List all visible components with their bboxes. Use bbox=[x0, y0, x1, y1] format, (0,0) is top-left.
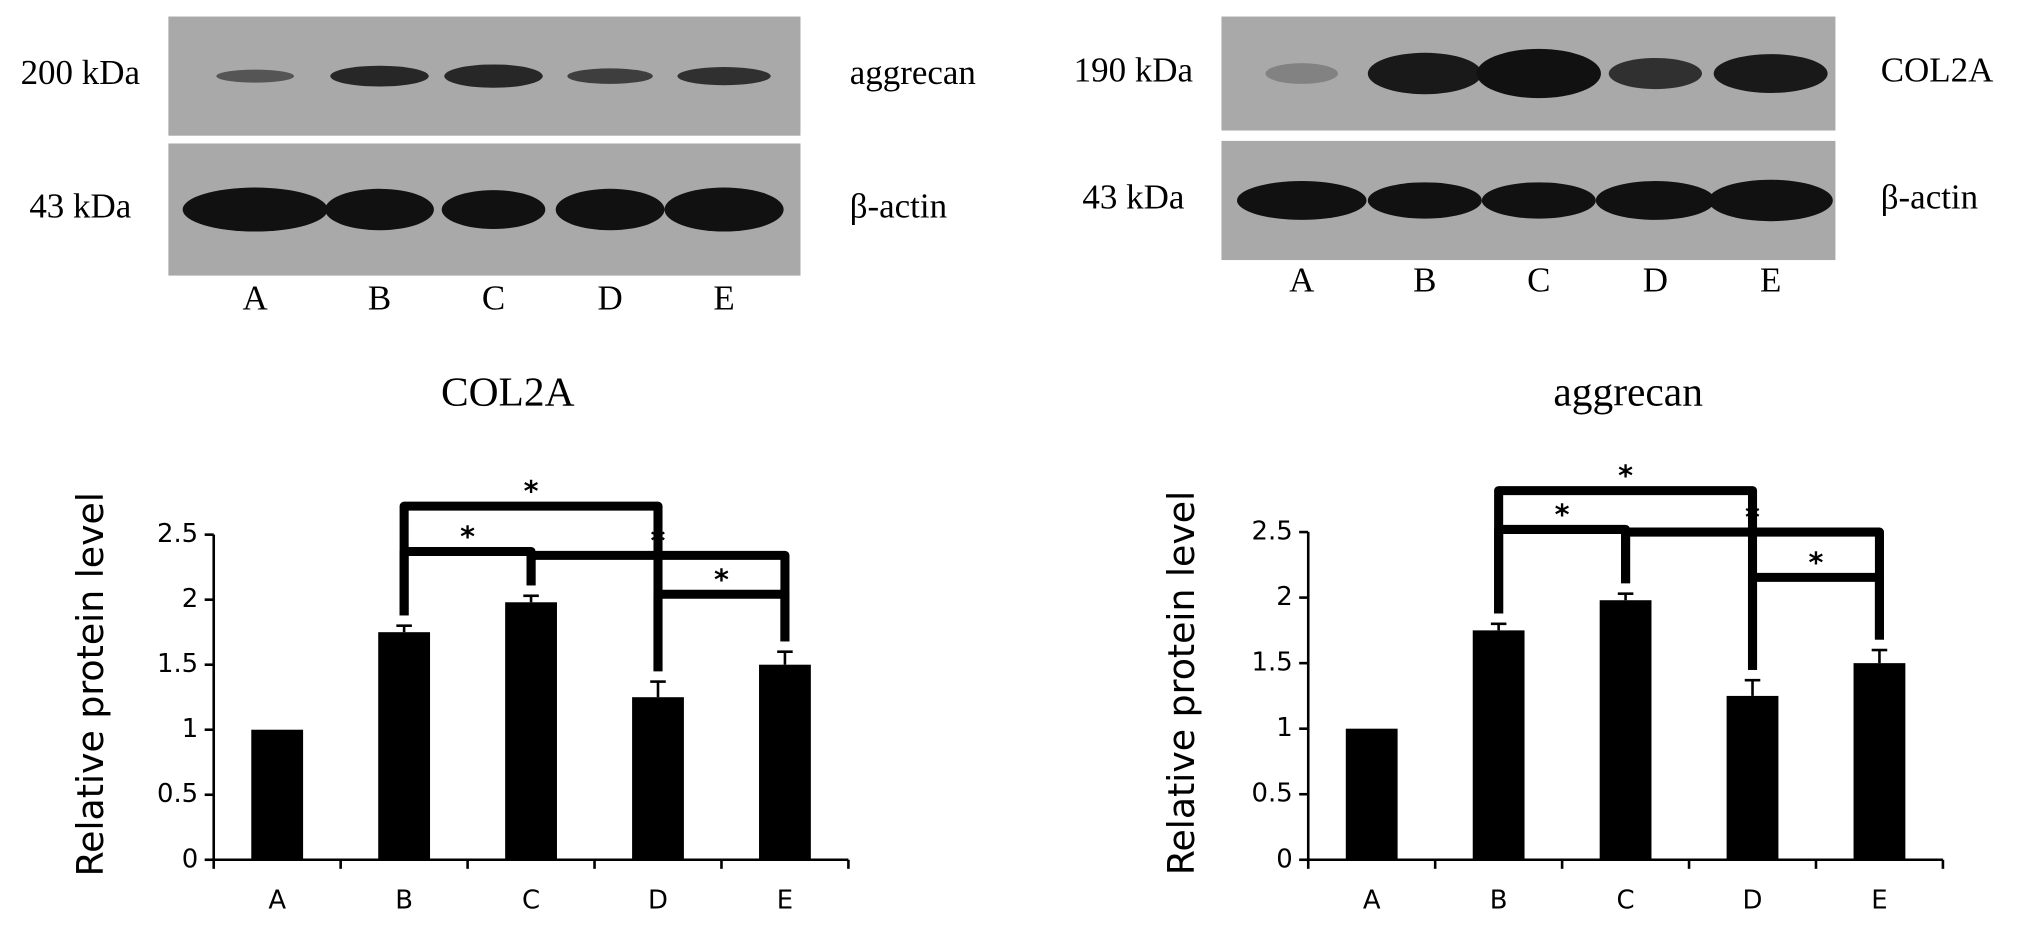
y-axis-label: Relative protein level bbox=[69, 492, 112, 876]
blot-band bbox=[1708, 179, 1833, 222]
significance-label: * bbox=[651, 524, 666, 557]
y-tick-label: 2 bbox=[182, 584, 198, 614]
lane-label: C bbox=[482, 279, 505, 318]
bar bbox=[632, 697, 684, 860]
lane-label: D bbox=[1643, 260, 1668, 299]
marker-label: 43 kDa bbox=[29, 187, 131, 226]
marker-label: 190 kDa bbox=[1074, 51, 1194, 90]
significance-label: * bbox=[460, 521, 475, 554]
y-axis-label: Relative protein level bbox=[1160, 491, 1203, 875]
blot-band bbox=[1713, 54, 1828, 93]
bar bbox=[251, 729, 304, 860]
x-tick-label: A bbox=[1363, 886, 1381, 916]
bar bbox=[1599, 600, 1652, 860]
y-tick-label: 1.5 bbox=[157, 649, 198, 679]
blot-band bbox=[1367, 52, 1482, 95]
significance-label: * bbox=[1618, 460, 1633, 493]
y-tick-label: 1 bbox=[1276, 713, 1292, 743]
x-tick-label: C bbox=[1617, 886, 1635, 916]
chart-title: aggrecan bbox=[1553, 369, 1703, 415]
x-tick-label: B bbox=[1490, 886, 1508, 916]
bar bbox=[1345, 728, 1398, 860]
bar bbox=[1726, 695, 1779, 860]
protein-label: aggrecan bbox=[850, 53, 976, 92]
blot-band bbox=[1595, 181, 1715, 220]
bar bbox=[759, 664, 811, 860]
y-tick-label: 1 bbox=[182, 714, 198, 744]
lane-label: B bbox=[368, 279, 391, 318]
y-tick-label: 0.5 bbox=[1252, 779, 1293, 809]
y-tick-label: 0 bbox=[182, 844, 198, 874]
blot-band bbox=[1476, 48, 1601, 99]
protein-label: β-actin bbox=[1881, 177, 1978, 216]
blot-band bbox=[1265, 63, 1339, 84]
blot-band bbox=[1367, 182, 1482, 219]
blot-band bbox=[441, 190, 546, 229]
x-tick-label: D bbox=[1743, 886, 1763, 916]
lane-label: A bbox=[1289, 260, 1314, 299]
bar bbox=[1853, 663, 1906, 860]
x-tick-label: A bbox=[268, 886, 286, 916]
marker-label: 43 kDa bbox=[1082, 177, 1184, 216]
blot-band bbox=[330, 65, 429, 87]
blot-band bbox=[1236, 181, 1367, 220]
y-tick-label: 2.5 bbox=[1252, 517, 1293, 547]
y-tick-label: 2 bbox=[1276, 582, 1292, 612]
protein-label: COL2A bbox=[1881, 51, 1994, 90]
lane-label: E bbox=[713, 279, 734, 318]
significance-label: * bbox=[1809, 546, 1824, 579]
chart-title: COL2A bbox=[441, 369, 575, 415]
bar bbox=[505, 602, 557, 860]
blot-band bbox=[325, 188, 434, 231]
significance-label: * bbox=[1745, 501, 1760, 534]
significance-bracket bbox=[1747, 572, 1884, 670]
blot-band bbox=[1481, 182, 1596, 219]
lane-label: A bbox=[243, 279, 268, 318]
lane-label: E bbox=[1760, 260, 1781, 299]
blot-band bbox=[1608, 57, 1702, 90]
marker-label: 200 kDa bbox=[21, 53, 141, 92]
y-tick-label: 2.5 bbox=[157, 519, 198, 549]
x-tick-label: E bbox=[1871, 886, 1887, 916]
significance-label: * bbox=[524, 475, 539, 508]
significance-bracket bbox=[653, 589, 790, 672]
y-tick-label: 0.5 bbox=[157, 779, 198, 809]
y-tick-label: 0 bbox=[1276, 844, 1292, 874]
bar bbox=[1472, 630, 1525, 860]
x-tick-label: E bbox=[777, 886, 793, 916]
significance-label: * bbox=[714, 563, 729, 596]
blot-band bbox=[555, 188, 665, 231]
blot-band bbox=[444, 64, 543, 88]
lane-label: B bbox=[1413, 260, 1436, 299]
y-tick-label: 1.5 bbox=[1252, 648, 1293, 678]
blot-band bbox=[677, 67, 771, 86]
x-tick-label: B bbox=[395, 886, 413, 916]
blot-band bbox=[664, 187, 784, 232]
blot-band bbox=[216, 69, 295, 83]
bar bbox=[378, 632, 431, 860]
x-tick-label: D bbox=[648, 886, 668, 916]
blot-band bbox=[182, 187, 328, 232]
lane-label: C bbox=[1527, 260, 1550, 299]
lane-label: D bbox=[597, 279, 622, 318]
x-tick-label: C bbox=[522, 886, 540, 916]
protein-label: β-actin bbox=[850, 187, 947, 226]
significance-label: * bbox=[1555, 499, 1570, 532]
blot-band bbox=[567, 68, 653, 84]
